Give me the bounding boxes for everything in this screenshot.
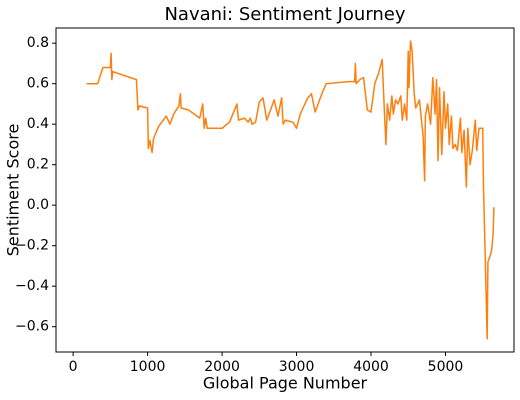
line-series (86, 40, 495, 340)
x-axis-label: Global Page Number (203, 374, 368, 393)
y-tick-label: −0.4 (15, 278, 49, 294)
chart-title: Navani: Sentiment Journey (164, 4, 405, 25)
y-tick-label: 0.2 (27, 157, 49, 173)
x-tick-label: 2000 (204, 359, 240, 375)
y-axis-label: Sentiment Score (4, 124, 23, 257)
x-tick-label: 5000 (428, 359, 464, 375)
plot-frame (55, 27, 515, 353)
y-tick-label: 0.0 (27, 197, 49, 213)
y-tick-label: −0.2 (15, 238, 49, 254)
y-tick-label: 0.6 (27, 76, 49, 92)
x-tick-label: 1000 (130, 359, 166, 375)
y-tick-label: 0.8 (27, 35, 49, 51)
y-tick-label: 0.4 (27, 116, 49, 132)
x-tick-label: 4000 (353, 359, 389, 375)
x-tick-label: 0 (69, 359, 78, 375)
y-tick-label: −0.6 (15, 319, 49, 335)
x-tick-label: 3000 (279, 359, 315, 375)
